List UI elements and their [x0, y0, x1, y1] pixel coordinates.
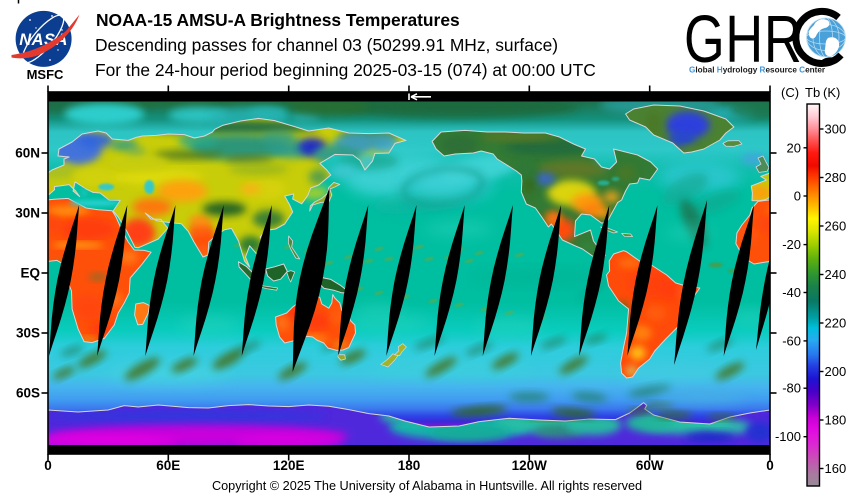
svg-text:MSFC: MSFC [27, 67, 64, 82]
svg-text:-60: -60 [782, 333, 801, 348]
svg-text:Tb: Tb [805, 85, 820, 100]
svg-text:0: 0 [766, 458, 774, 473]
svg-text:30N: 30N [15, 206, 40, 221]
svg-text:EQ: EQ [20, 266, 40, 281]
svg-text:Descending passes for channel: Descending passes for channel 03 (50299.… [95, 35, 558, 55]
svg-text:0: 0 [44, 458, 52, 473]
svg-text:300: 300 [825, 122, 847, 137]
svg-text:160: 160 [825, 461, 847, 476]
svg-text:180: 180 [825, 413, 847, 428]
svg-text:(K): (K) [823, 85, 840, 100]
svg-text:120E: 120E [273, 458, 305, 473]
svg-text:GHR: GHR [684, 2, 802, 77]
svg-text:120W: 120W [512, 458, 548, 473]
svg-text:(C): (C) [781, 85, 799, 100]
svg-text:20: 20 [787, 140, 801, 155]
svg-text:220: 220 [825, 316, 847, 331]
svg-text:200: 200 [825, 364, 847, 379]
svg-text:240: 240 [825, 267, 847, 282]
svg-text:Copyright © 2025 The Universit: Copyright © 2025 The University of Alaba… [212, 479, 642, 493]
svg-text:280: 280 [825, 170, 847, 185]
svg-text:60S: 60S [16, 386, 40, 401]
svg-text:60N: 60N [15, 146, 40, 161]
svg-text:-20: -20 [782, 237, 801, 252]
svg-text:260: 260 [825, 219, 847, 234]
svg-text:180: 180 [398, 458, 421, 473]
svg-text:30S: 30S [16, 326, 40, 341]
svg-text:Global Hydrology Resource Cent: Global Hydrology Resource Center [689, 66, 826, 75]
svg-text:NOAA-15 AMSU-A Brightness Temp: NOAA-15 AMSU-A Brightness Temperatures [96, 10, 460, 30]
svg-text:-40: -40 [782, 285, 801, 300]
svg-text:-100: -100 [775, 429, 801, 444]
svg-text:60E: 60E [156, 458, 180, 473]
svg-text:-80: -80 [782, 381, 801, 396]
svg-text:0: 0 [794, 189, 801, 204]
svg-text:For the 24-hour period beginni: For the 24-hour period beginning 2025-03… [95, 60, 596, 80]
svg-text:60W: 60W [636, 458, 664, 473]
